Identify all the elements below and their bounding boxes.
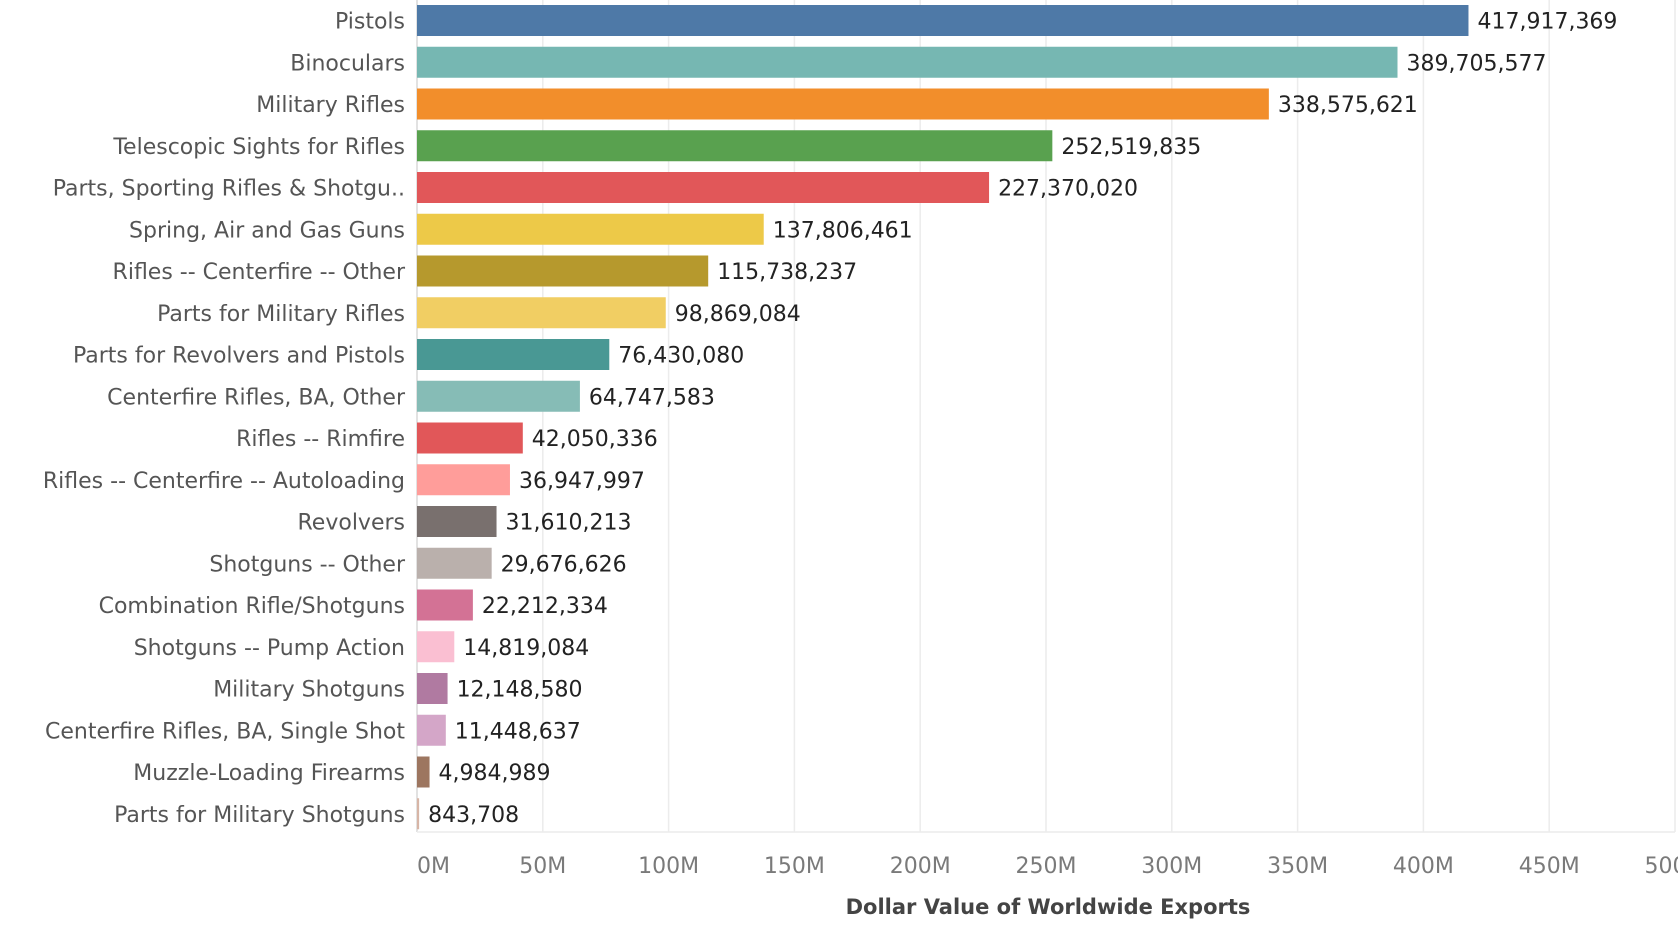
bar xyxy=(417,339,610,370)
category-label: Spring, Air and Gas Guns xyxy=(129,218,405,243)
bar xyxy=(417,631,455,663)
category-label: Shotguns -- Other xyxy=(209,552,406,577)
bar xyxy=(417,172,990,203)
x-tick-label: 250M xyxy=(1016,854,1077,879)
x-tick-label: 150M xyxy=(764,854,825,879)
value-label: 64,747,583 xyxy=(589,385,715,410)
bar xyxy=(417,798,420,830)
value-label: 76,430,080 xyxy=(618,344,744,369)
value-label: 36,947,997 xyxy=(519,469,645,494)
bar xyxy=(417,464,510,496)
value-label: 843,708 xyxy=(428,803,519,828)
category-label: Parts for Revolvers and Pistols xyxy=(73,344,405,369)
value-label: 227,370,020 xyxy=(998,177,1138,202)
bar xyxy=(417,255,709,287)
value-label: 42,050,336 xyxy=(532,427,658,452)
category-label: Parts, Sporting Rifles & Shotgu.. xyxy=(53,177,405,202)
value-label: 338,575,621 xyxy=(1278,93,1418,118)
category-label: Military Shotguns xyxy=(213,678,405,703)
category-label: Rifles -- Rimfire xyxy=(236,427,405,452)
bar xyxy=(417,213,764,245)
bar xyxy=(417,380,580,412)
category-label: Binoculars xyxy=(290,51,405,76)
bar xyxy=(417,88,1269,120)
bar xyxy=(417,130,1053,162)
value-label: 14,819,084 xyxy=(463,636,589,661)
x-tick-label: 450M xyxy=(1519,854,1580,879)
bar xyxy=(417,673,448,704)
bar xyxy=(417,5,1469,36)
category-label: Centerfire Rifles, BA, Other xyxy=(107,385,406,410)
x-tick-label: 500M xyxy=(1645,854,1678,879)
value-label: 22,212,334 xyxy=(482,594,608,619)
bars xyxy=(417,5,1469,830)
bar xyxy=(417,547,492,579)
value-label: 115,738,237 xyxy=(717,260,857,285)
category-label: Military Rifles xyxy=(256,93,405,118)
value-label: 417,917,369 xyxy=(1477,10,1617,35)
gridlines xyxy=(416,0,1676,833)
x-tick-label: 300M xyxy=(1141,854,1202,879)
value-label: 29,676,626 xyxy=(501,552,627,577)
x-tick-label: 350M xyxy=(1267,854,1328,879)
x-axis-title: Dollar Value of Worldwide Exports xyxy=(846,895,1251,919)
category-label: Shotguns -- Pump Action xyxy=(134,636,405,661)
value-label: 252,519,835 xyxy=(1061,135,1201,160)
value-labels: 417,917,369 389,705,577 338,575,621 252,519… xyxy=(428,10,1617,828)
bar xyxy=(417,46,1398,78)
bar xyxy=(417,297,666,329)
x-tick-label: 0M xyxy=(417,854,450,879)
x-tick-label: 50M xyxy=(519,854,566,879)
value-label: 98,869,084 xyxy=(675,302,801,327)
bar xyxy=(417,714,446,746)
bar xyxy=(417,589,473,621)
category-label: Rifles -- Centerfire -- Other xyxy=(113,260,406,285)
x-tick-label: 200M xyxy=(890,854,951,879)
value-label: 31,610,213 xyxy=(506,511,632,536)
value-label: 137,806,461 xyxy=(773,218,913,243)
category-label: Parts for Military Rifles xyxy=(157,302,405,327)
x-tick-label: 100M xyxy=(638,854,699,879)
x-axis-ticks: 0M 50M 100M 150M 200M 250M 300M 350M 400M 450M 500… xyxy=(417,854,1678,879)
category-label: Parts for Military Shotguns xyxy=(114,803,405,828)
category-label: Revolvers xyxy=(298,511,406,536)
category-label: Centerfire Rifles, BA, Single Shot xyxy=(45,719,405,744)
x-tick-label: 400M xyxy=(1393,854,1454,879)
value-label: 389,705,577 xyxy=(1406,51,1546,76)
bar xyxy=(417,756,430,788)
value-label: 11,448,637 xyxy=(455,719,581,744)
bar xyxy=(417,422,523,454)
category-labels: Pistols Binoculars Military Rifles Telescop… xyxy=(43,10,406,828)
category-label: Rifles -- Centerfire -- Autoloading xyxy=(43,469,405,494)
category-label: Combination Rifle/Shotguns xyxy=(99,594,405,619)
value-label: 12,148,580 xyxy=(457,678,583,703)
value-label: 4,984,989 xyxy=(439,761,551,786)
category-label: Pistols xyxy=(335,10,405,35)
category-label: Telescopic Sights for Rifles xyxy=(112,135,405,160)
bar xyxy=(417,506,497,537)
category-label: Muzzle-Loading Firearms xyxy=(133,761,405,786)
